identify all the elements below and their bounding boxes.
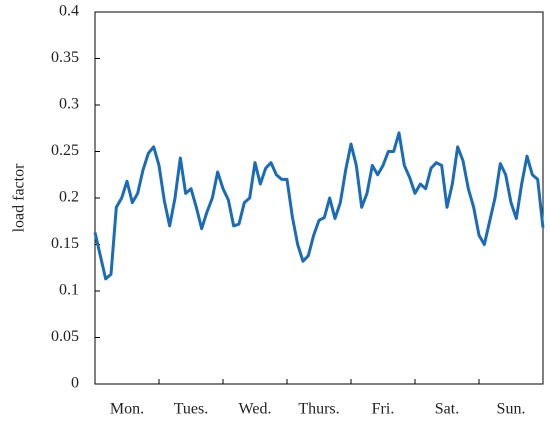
x-tick-label: Mon. xyxy=(110,401,144,418)
x-tick-label: Sat. xyxy=(435,401,459,418)
y-tick-label: 0.35 xyxy=(51,49,79,66)
y-tick-label: 0.15 xyxy=(51,235,79,252)
y-tick-label: 0.3 xyxy=(59,96,79,113)
x-tick-label: Thurs. xyxy=(298,401,339,418)
y-tick-label: 0.4 xyxy=(59,3,79,20)
x-tick-label: Fri. xyxy=(372,401,395,418)
y-tick-label: 0.05 xyxy=(51,328,79,345)
y-tick-label: 0.25 xyxy=(51,142,79,159)
x-tick-label: Sun. xyxy=(497,401,526,418)
y-tick-label: 0.1 xyxy=(59,282,79,299)
y-tick-label: 0 xyxy=(71,375,79,392)
plot-frame xyxy=(94,11,544,385)
y-axis-label: load factor xyxy=(11,163,28,233)
y-tick-label: 0.2 xyxy=(59,189,79,206)
data-line xyxy=(93,131,545,281)
x-tick-label: Wed. xyxy=(239,401,272,418)
x-tick-label: Tues. xyxy=(174,401,209,418)
